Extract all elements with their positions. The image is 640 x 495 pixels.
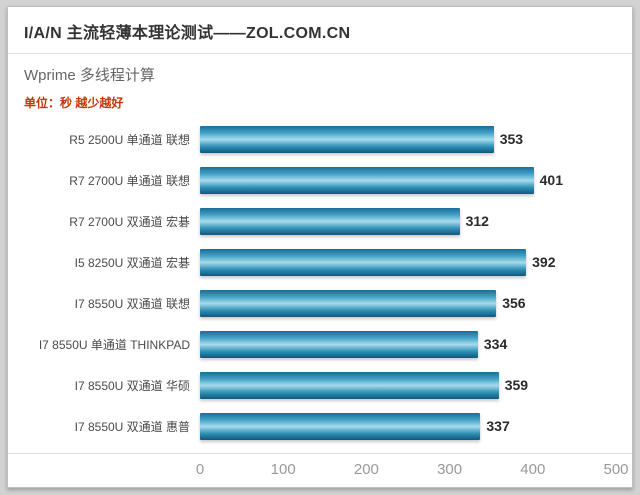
- chart-card: I/A/N 主流轻薄本理论测试——ZOL.COM.CN Wprime 多线程计算…: [7, 6, 633, 488]
- bar-chart: R5 2500U 单通道 联想 353 R7 2700U 单通道 联想 401 R7 2…: [8, 119, 632, 481]
- bar-label: R7 2700U 单通道 联想: [69, 174, 190, 188]
- x-axis-tick-label: 0: [195, 461, 205, 478]
- bar-label: I7 8550U 双通道 华硕: [74, 379, 190, 393]
- bar-track: 401: [200, 167, 616, 194]
- page-title: I/A/N 主流轻薄本理论测试——ZOL.COM.CN: [24, 25, 351, 42]
- bar-track: 356: [200, 290, 616, 317]
- chart-row: I7 8550U 双通道 华硕 359: [24, 365, 616, 406]
- bar-track: 359: [200, 372, 616, 399]
- bar: [200, 167, 534, 194]
- bar-label: R7 2700U 双通道 宏碁: [69, 215, 190, 229]
- header-divider: [8, 53, 632, 54]
- bar-label: I7 8550U 双通道 联想: [74, 297, 190, 311]
- bar-track: 312: [200, 208, 616, 235]
- chart-row: I7 8550U 双通道 联想 356: [24, 283, 616, 324]
- bar-value: 353: [499, 131, 524, 147]
- x-axis-tick-label: 300: [437, 461, 463, 478]
- bar-value: 312: [465, 213, 489, 229]
- x-axis-tick-label: 100: [270, 461, 296, 478]
- bar-value: 337: [486, 418, 510, 434]
- bar-track: 337: [200, 413, 616, 440]
- x-axis-tick-label: 200: [353, 461, 379, 478]
- bar-track: 334: [200, 331, 616, 358]
- bar-track: 392: [200, 249, 616, 276]
- bar-value: 401: [539, 172, 563, 188]
- chart-row: R7 2700U 单通道 联想 401: [24, 160, 616, 201]
- bar: [200, 372, 499, 399]
- chart-row: I5 8250U 双通道 宏碁 392: [24, 242, 616, 283]
- bar-label: I7 8550U 双通道 惠普: [74, 420, 190, 434]
- bar-value: 392: [532, 254, 556, 270]
- x-axis-tick-label: 500: [603, 461, 629, 478]
- bar-label: I5 8250U 双通道 宏碁: [74, 256, 190, 270]
- chart-row: I7 8550U 双通道 惠普 337: [24, 406, 616, 447]
- bar-value: 356: [502, 295, 526, 311]
- chart-rows: R5 2500U 单通道 联想 353 R7 2700U 单通道 联想 401 R7 2…: [24, 119, 616, 447]
- bar-track: 353: [200, 126, 616, 153]
- bar: [200, 249, 527, 276]
- chart-row: R5 2500U 单通道 联想 353: [24, 119, 616, 160]
- bar-value: 359: [504, 377, 529, 393]
- x-axis-tick-label: 400: [520, 461, 546, 478]
- bar-label: R5 2500U 单通道 联想: [69, 133, 190, 147]
- bar: [200, 208, 460, 235]
- bar: [200, 126, 494, 153]
- chart-row: I7 8550U 单通道 THINKPAD 334: [24, 324, 616, 365]
- bar: [200, 290, 497, 317]
- x-axis-ticks: 0 100 200 300 400 500: [196, 461, 629, 481]
- bar: [200, 413, 481, 440]
- bar-value: 334: [483, 336, 508, 352]
- unit-note: 单位：秒 越少越好: [24, 96, 124, 110]
- chart-row: R7 2700U 双通道 宏碁 312: [24, 201, 616, 242]
- chart-subtitle: Wprime 多线程计算: [24, 67, 155, 84]
- bar-label: I7 8550U 单通道 THINKPAD: [38, 338, 190, 352]
- x-axis: 0 100 200 300 400 500: [8, 453, 632, 481]
- bar: [200, 331, 478, 358]
